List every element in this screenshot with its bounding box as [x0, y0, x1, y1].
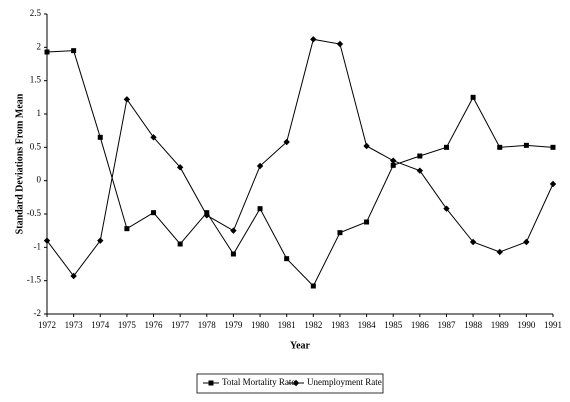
- x-tick-label: 1979: [224, 320, 243, 330]
- marker: [363, 142, 370, 150]
- marker: [97, 134, 103, 140]
- marker: [523, 142, 529, 148]
- marker: [417, 153, 423, 159]
- y-tick-label: 1: [37, 108, 42, 118]
- y-axis-title: Standard Deviations From Mean: [14, 93, 25, 234]
- x-tick-label: 1984: [358, 320, 377, 330]
- marker: [443, 144, 449, 150]
- x-tick-label: 1974: [91, 320, 110, 330]
- x-tick-label: 1981: [278, 320, 296, 330]
- marker: [203, 212, 210, 219]
- x-tick-label: 1990: [517, 320, 536, 330]
- marker: [283, 138, 290, 146]
- marker: [390, 157, 397, 164]
- marker: [469, 238, 477, 246]
- x-tick-label: 1986: [411, 320, 430, 330]
- y-tick-label: 2: [37, 41, 42, 51]
- marker: [470, 94, 476, 100]
- x-tick-label: 1988: [464, 320, 483, 330]
- marker: [151, 210, 157, 216]
- marker: [497, 144, 503, 150]
- y-tick-label: -2: [34, 308, 42, 318]
- marker: [549, 180, 557, 188]
- marker: [550, 144, 556, 150]
- marker: [208, 380, 214, 386]
- marker: [443, 205, 450, 212]
- legend-text: Total Mortality Rate: [222, 377, 295, 387]
- marker: [44, 49, 50, 55]
- marker: [43, 237, 51, 244]
- marker: [310, 283, 316, 289]
- marker: [292, 379, 300, 387]
- x-tick-label: 1985: [384, 320, 403, 330]
- marker: [256, 162, 264, 170]
- marker: [257, 206, 263, 212]
- marker: [177, 241, 183, 247]
- marker: [97, 237, 104, 244]
- x-tick-label: 1982: [304, 320, 322, 330]
- marker: [416, 167, 424, 174]
- marker: [230, 251, 236, 257]
- legend-text: Unemployment Rate: [307, 377, 382, 387]
- marker: [310, 36, 317, 43]
- marker: [124, 226, 130, 232]
- x-tick-label: 1991: [544, 320, 562, 330]
- y-tick-label: 0.5: [30, 141, 42, 151]
- y-tick-label: 1.5: [30, 75, 42, 85]
- x-tick-label: 1973: [65, 320, 84, 330]
- x-tick-label: 1980: [251, 320, 270, 330]
- marker: [176, 164, 184, 171]
- series-line: [46, 38, 554, 277]
- x-axis-title: Year: [290, 340, 311, 351]
- x-tick-label: 1989: [491, 320, 510, 330]
- marker: [70, 272, 77, 280]
- legend-box: [196, 373, 384, 394]
- marker: [364, 219, 370, 225]
- marker: [71, 48, 77, 54]
- y-tick-label: -1.5: [27, 275, 42, 285]
- marker: [150, 134, 157, 141]
- x-tick-label: 1983: [331, 320, 350, 330]
- x-tick-label: 1976: [145, 320, 164, 330]
- x-tick-label: 1977: [171, 320, 190, 330]
- marker: [230, 227, 237, 234]
- marker: [284, 256, 290, 262]
- x-tick-label: 1975: [118, 320, 137, 330]
- marker: [523, 238, 530, 246]
- series-line: [46, 50, 554, 287]
- x-tick-label: 1972: [38, 320, 56, 330]
- y-tick-label: -1: [34, 241, 42, 251]
- marker: [337, 230, 343, 236]
- marker: [336, 40, 344, 48]
- y-tick-label: -0.5: [27, 208, 42, 218]
- y-tick-label: 0: [37, 175, 42, 185]
- marker: [390, 162, 396, 168]
- marker: [123, 96, 131, 103]
- y-tick-label: 2.5: [30, 8, 42, 18]
- x-tick-label: 1978: [198, 320, 217, 330]
- marker: [496, 248, 503, 256]
- x-tick-label: 1987: [437, 320, 456, 330]
